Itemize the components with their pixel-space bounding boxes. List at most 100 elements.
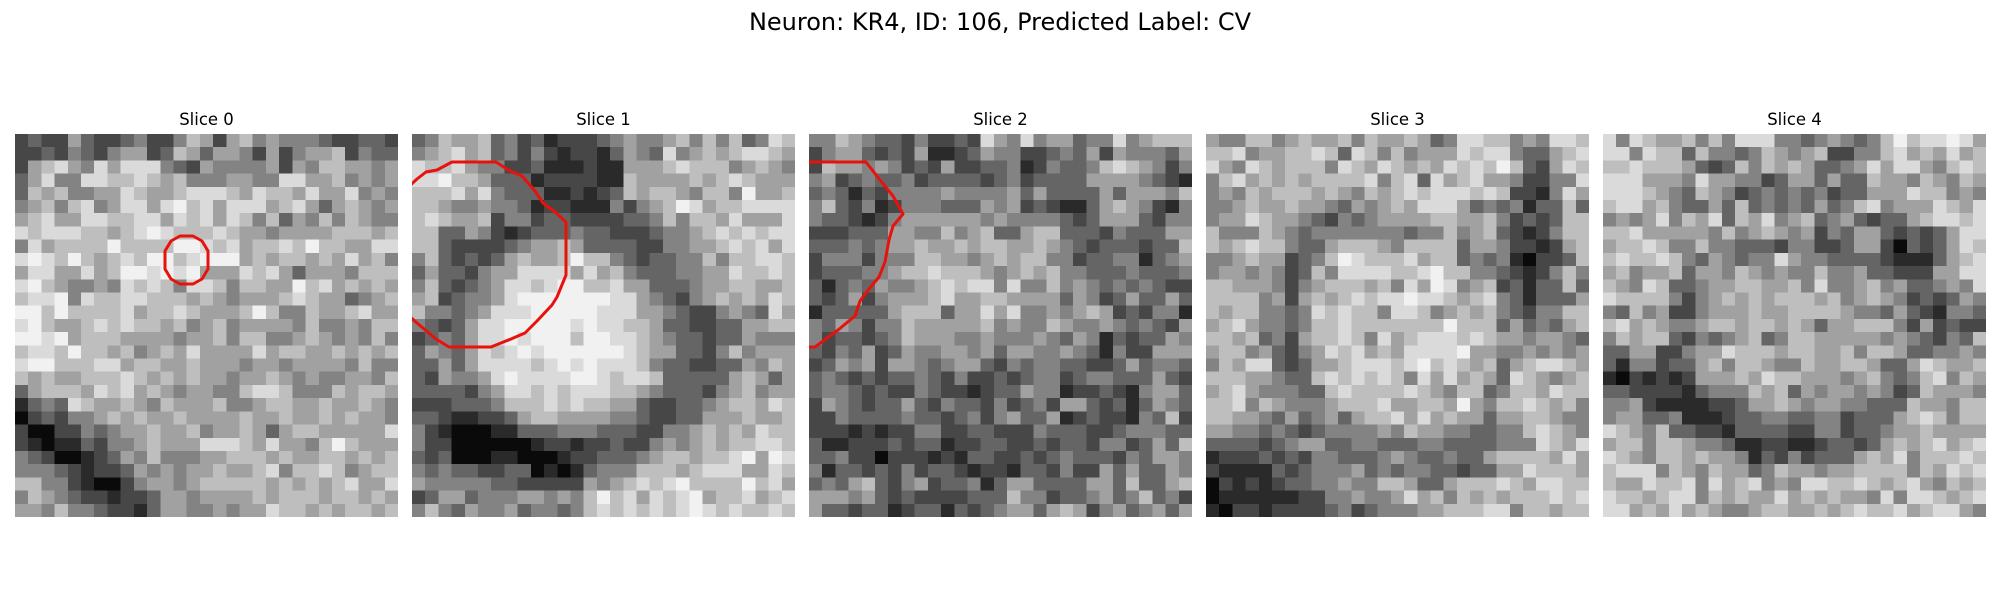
image-pixel: [650, 491, 663, 504]
image-pixel: [1444, 345, 1457, 358]
image-pixel: [849, 411, 862, 424]
image-pixel: [1007, 411, 1020, 424]
image-pixel: [915, 160, 928, 173]
image-pixel: [253, 253, 266, 266]
image-pixel: [1735, 160, 1748, 173]
image-pixel: [306, 491, 319, 504]
image-pixel: [1113, 425, 1126, 438]
image-pixel: [1404, 372, 1417, 385]
image-pixel: [452, 253, 465, 266]
image-pixel: [28, 160, 41, 173]
image-pixel: [676, 279, 689, 292]
image-pixel: [1351, 345, 1364, 358]
image-pixel: [1603, 451, 1616, 464]
image-pixel: [1113, 464, 1126, 477]
image-pixel: [345, 464, 358, 477]
image-pixel: [637, 253, 650, 266]
image-pixel: [531, 438, 544, 451]
image-pixel: [1298, 425, 1311, 438]
image-pixel: [15, 332, 28, 345]
image-pixel: [849, 398, 862, 411]
image-pixel: [623, 134, 636, 147]
image-pixel: [1338, 279, 1351, 292]
image-pixel: [1086, 464, 1099, 477]
image-pixel: [1007, 398, 1020, 411]
image-pixel: [584, 451, 597, 464]
image-pixel: [703, 477, 716, 490]
image-pixel: [1695, 504, 1708, 517]
image-pixel: [1973, 372, 1986, 385]
image-pixel: [266, 279, 279, 292]
image-pixel: [1814, 411, 1827, 424]
image-pixel: [742, 279, 755, 292]
image-pixel: [1854, 134, 1867, 147]
image-pixel: [1656, 306, 1669, 319]
image-pixel: [385, 253, 398, 266]
image-pixel: [954, 134, 967, 147]
image-pixel: [1603, 213, 1616, 226]
image-pixel: [1457, 477, 1470, 490]
image-pixel: [1643, 345, 1656, 358]
image-pixel: [319, 345, 332, 358]
image-pixel: [1100, 213, 1113, 226]
image-pixel: [1643, 226, 1656, 239]
image-pixel: [1219, 359, 1232, 372]
image-pixel: [584, 425, 597, 438]
image-pixel: [1007, 266, 1020, 279]
image-pixel: [1417, 359, 1430, 372]
image-pixel: [1880, 266, 1893, 279]
image-pixel: [425, 240, 438, 253]
image-pixel: [901, 134, 914, 147]
image-pixel: [187, 332, 200, 345]
image-pixel: [200, 385, 213, 398]
image-pixel: [1854, 226, 1867, 239]
image-pixel: [1867, 213, 1880, 226]
image-pixel: [1576, 147, 1589, 160]
image-pixel: [610, 491, 623, 504]
image-pixel: [637, 491, 650, 504]
image-pixel: [1219, 477, 1232, 490]
image-pixel: [28, 385, 41, 398]
image-pixel: [1139, 306, 1152, 319]
image-pixel: [888, 160, 901, 173]
image-pixel: [1576, 464, 1589, 477]
image-pixel: [1431, 213, 1444, 226]
image-pixel: [1814, 306, 1827, 319]
image-pixel: [981, 359, 994, 372]
image-pixel: [1973, 464, 1986, 477]
image-pixel: [1351, 160, 1364, 173]
image-pixel: [1166, 226, 1179, 239]
image-pixel: [769, 279, 782, 292]
image-pixel: [1086, 491, 1099, 504]
image-pixel: [1656, 319, 1669, 332]
image-pixel: [1682, 411, 1695, 424]
image-pixel: [1139, 187, 1152, 200]
image-pixel: [557, 160, 570, 173]
image-pixel: [279, 147, 292, 160]
image-pixel: [1404, 187, 1417, 200]
image-pixel: [994, 398, 1007, 411]
image-pixel: [1391, 372, 1404, 385]
image-pixel: [1523, 345, 1536, 358]
image-pixel: [994, 491, 1007, 504]
image-pixel: [755, 160, 768, 173]
image-pixel: [729, 411, 742, 424]
image-pixel: [531, 425, 544, 438]
image-pixel: [1219, 266, 1232, 279]
image-pixel: [1100, 292, 1113, 305]
image-pixel: [1629, 187, 1642, 200]
image-pixel: [954, 174, 967, 187]
image-pixel: [306, 292, 319, 305]
image-pixel: [729, 319, 742, 332]
image-pixel: [1788, 372, 1801, 385]
image-pixel: [1536, 253, 1549, 266]
image-pixel: [1761, 306, 1774, 319]
image-pixel: [1643, 319, 1656, 332]
image-pixel: [121, 253, 134, 266]
image-pixel: [425, 451, 438, 464]
image-pixel: [1576, 226, 1589, 239]
image-pixel: [68, 464, 81, 477]
image-pixel: [1020, 385, 1033, 398]
image-pixel: [1801, 213, 1814, 226]
image-pixel: [1483, 319, 1496, 332]
